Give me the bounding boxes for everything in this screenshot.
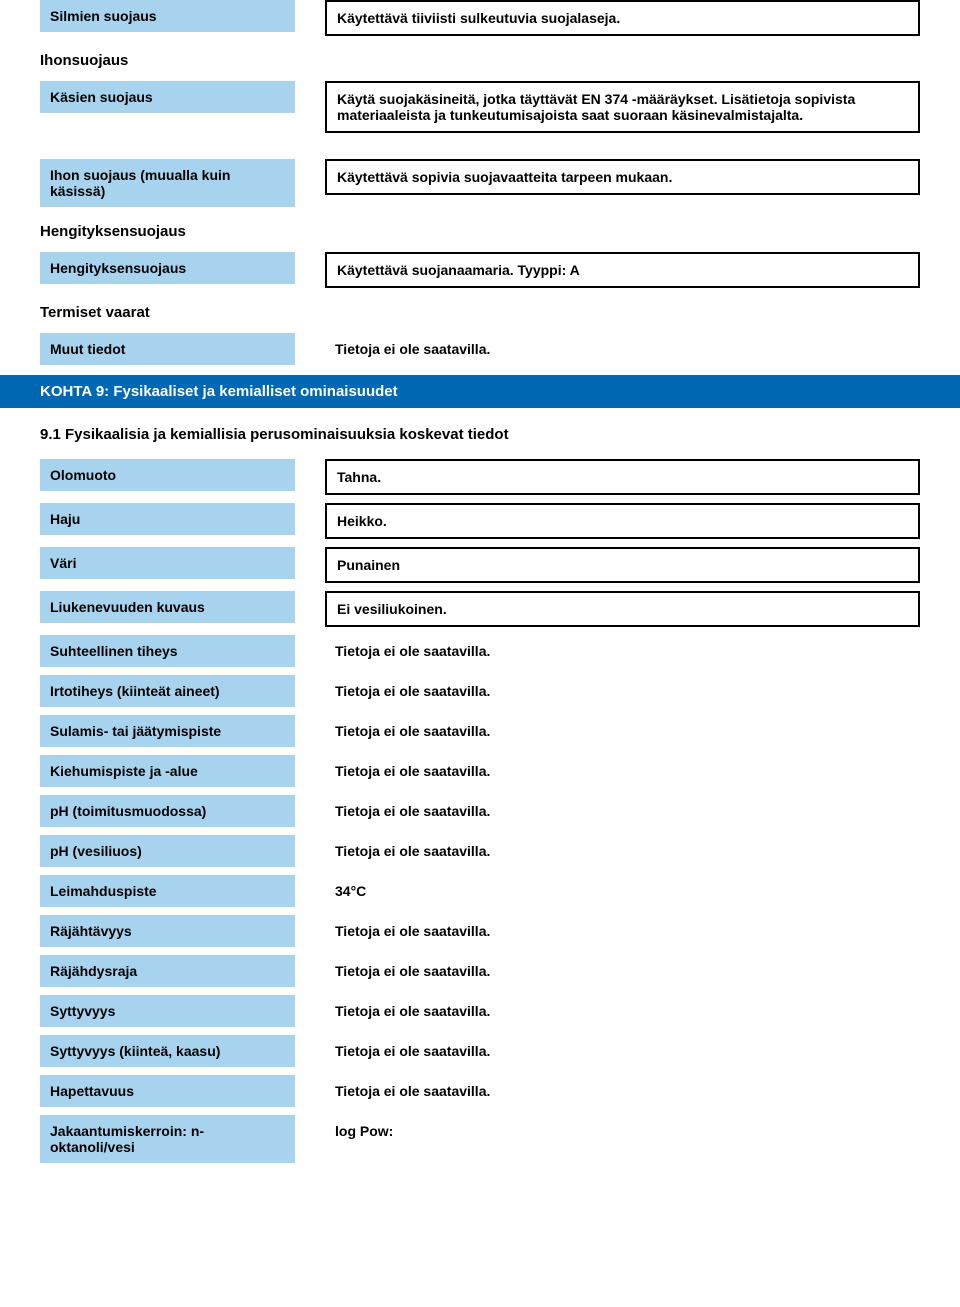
label-ph-vesiliuos: pH (vesiliuos) <box>40 835 295 867</box>
value-kiehumis: Tietoja ei ole saatavilla. <box>325 755 920 787</box>
label-irtotiheys: Irtotiheys (kiinteät aineet) <box>40 675 295 707</box>
label-vari: Väri <box>40 547 295 579</box>
subheading-9-1: 9.1 Fysikaalisia ja kemiallisia perusomi… <box>40 418 920 451</box>
row-vari: Väri Punainen <box>40 547 920 583</box>
row-rajahdysraja: Räjähdysraja Tietoja ei ole saatavilla. <box>40 955 920 987</box>
row-suhteellinen-tiheys: Suhteellinen tiheys Tietoja ei ole saata… <box>40 635 920 667</box>
row-haju: Haju Heikko. <box>40 503 920 539</box>
heading-termiset-vaarat: Termiset vaarat <box>40 296 920 329</box>
page-container: Silmien suojaus Käytettävä tiiviisti sul… <box>0 0 960 1211</box>
value-rajahdysraja: Tietoja ei ole saatavilla. <box>325 955 920 987</box>
value-kasien-suojaus: Käytä suojakäsineitä, jotka täyttävät EN… <box>325 81 920 133</box>
row-olomuoto: Olomuoto Tahna. <box>40 459 920 495</box>
row-muut-tiedot: Muut tiedot Tietoja ei ole saatavilla. <box>40 333 920 365</box>
row-hapettavuus: Hapettavuus Tietoja ei ole saatavilla. <box>40 1075 920 1107</box>
label-rajahdysraja: Räjähdysraja <box>40 955 295 987</box>
row-leimahduspiste: Leimahduspiste 34°C <box>40 875 920 907</box>
label-kiehumis: Kiehumispiste ja -alue <box>40 755 295 787</box>
label-hapettavuus: Hapettavuus <box>40 1075 295 1107</box>
value-olomuoto: Tahna. <box>325 459 920 495</box>
value-leimahduspiste: 34°C <box>325 875 920 907</box>
label-suhteellinen-tiheys: Suhteellinen tiheys <box>40 635 295 667</box>
label-olomuoto: Olomuoto <box>40 459 295 491</box>
label-hengityksensuojaus: Hengityksensuojaus <box>40 252 295 284</box>
label-jakaantumiskerroin: Jakaantumiskerroin: n-oktanoli/vesi <box>40 1115 295 1163</box>
label-syttyvyys: Syttyvyys <box>40 995 295 1027</box>
label-kasien-suojaus: Käsien suojaus <box>40 81 295 113</box>
label-liukenevuus: Liukenevuuden kuvaus <box>40 591 295 623</box>
value-syttyvyys: Tietoja ei ole saatavilla. <box>325 995 920 1027</box>
value-jakaantumiskerroin: log Pow: <box>325 1115 920 1147</box>
row-sulamis: Sulamis- tai jäätymispiste Tietoja ei ol… <box>40 715 920 747</box>
value-haju: Heikko. <box>325 503 920 539</box>
value-liukenevuus: Ei vesiliukoinen. <box>325 591 920 627</box>
row-kasien-suojaus: Käsien suojaus Käytä suojakäsineitä, jot… <box>40 81 920 133</box>
value-syttyvyys-kiintea: Tietoja ei ole saatavilla. <box>325 1035 920 1067</box>
value-rajahtavyys: Tietoja ei ole saatavilla. <box>325 915 920 947</box>
row-hengityksensuojaus: Hengityksensuojaus Käytettävä suojanaama… <box>40 252 920 288</box>
value-irtotiheys: Tietoja ei ole saatavilla. <box>325 675 920 707</box>
label-ihon-muualla: Ihon suojaus (muualla kuin käsissä) <box>40 159 295 207</box>
label-haju: Haju <box>40 503 295 535</box>
value-suhteellinen-tiheys: Tietoja ei ole saatavilla. <box>325 635 920 667</box>
label-ph-toimitus: pH (toimitusmuodossa) <box>40 795 295 827</box>
row-ihon-muualla: Ihon suojaus (muualla kuin käsissä) Käyt… <box>40 159 920 207</box>
label-muut-tiedot: Muut tiedot <box>40 333 295 365</box>
row-irtotiheys: Irtotiheys (kiinteät aineet) Tietoja ei … <box>40 675 920 707</box>
heading-ihonsuojaus: Ihonsuojaus <box>40 44 920 77</box>
row-liukenevuus: Liukenevuuden kuvaus Ei vesiliukoinen. <box>40 591 920 627</box>
label-syttyvyys-kiintea: Syttyvyys (kiinteä, kaasu) <box>40 1035 295 1067</box>
row-kiehumis: Kiehumispiste ja -alue Tietoja ei ole sa… <box>40 755 920 787</box>
value-ph-vesiliuos: Tietoja ei ole saatavilla. <box>325 835 920 867</box>
row-syttyvyys-kiintea: Syttyvyys (kiinteä, kaasu) Tietoja ei ol… <box>40 1035 920 1067</box>
label-silmien-suojaus: Silmien suojaus <box>40 0 295 32</box>
label-rajahtavyys: Räjähtävyys <box>40 915 295 947</box>
row-jakaantumiskerroin: Jakaantumiskerroin: n-oktanoli/vesi log … <box>40 1115 920 1163</box>
value-muut-tiedot: Tietoja ei ole saatavilla. <box>325 333 920 365</box>
value-ihon-muualla: Käytettävä sopivia suojavaatteita tarpee… <box>325 159 920 195</box>
value-silmien-suojaus: Käytettävä tiiviisti sulkeutuvia suojala… <box>325 0 920 36</box>
value-sulamis: Tietoja ei ole saatavilla. <box>325 715 920 747</box>
label-leimahduspiste: Leimahduspiste <box>40 875 295 907</box>
row-rajahtavyys: Räjähtävyys Tietoja ei ole saatavilla. <box>40 915 920 947</box>
value-vari: Punainen <box>325 547 920 583</box>
row-ph-toimitus: pH (toimitusmuodossa) Tietoja ei ole saa… <box>40 795 920 827</box>
value-ph-toimitus: Tietoja ei ole saatavilla. <box>325 795 920 827</box>
value-hapettavuus: Tietoja ei ole saatavilla. <box>325 1075 920 1107</box>
row-syttyvyys: Syttyvyys Tietoja ei ole saatavilla. <box>40 995 920 1027</box>
label-sulamis: Sulamis- tai jäätymispiste <box>40 715 295 747</box>
value-hengityksensuojaus: Käytettävä suojanaamaria. Tyyppi: A <box>325 252 920 288</box>
row-silmien-suojaus: Silmien suojaus Käytettävä tiiviisti sul… <box>40 0 920 36</box>
heading-hengityksensuojaus: Hengityksensuojaus <box>40 215 920 248</box>
section-bar-kohta9: KOHTA 9: Fysikaaliset ja kemialliset omi… <box>0 375 960 408</box>
row-ph-vesiliuos: pH (vesiliuos) Tietoja ei ole saatavilla… <box>40 835 920 867</box>
